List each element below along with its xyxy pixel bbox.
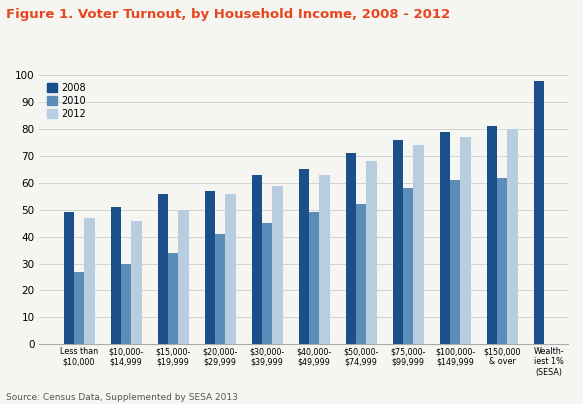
Bar [346, 153, 356, 344]
Text: Figure 1. Voter Turnout, by Household Income, 2008 - 2012: Figure 1. Voter Turnout, by Household In… [6, 8, 450, 21]
Bar [413, 145, 424, 344]
Bar [205, 191, 215, 344]
Bar [74, 271, 84, 344]
Bar [178, 210, 188, 344]
Legend: 2008, 2010, 2012: 2008, 2010, 2012 [44, 80, 89, 122]
Bar [298, 169, 309, 344]
Bar [366, 161, 377, 344]
Bar [215, 234, 225, 344]
Bar [533, 81, 544, 344]
Bar [121, 263, 131, 344]
Bar [309, 213, 319, 344]
Bar [131, 221, 142, 344]
Bar [461, 137, 470, 344]
Bar [251, 175, 262, 344]
Bar [84, 218, 94, 344]
Bar [507, 129, 518, 344]
Bar [403, 188, 413, 344]
Bar [157, 194, 168, 344]
Bar [440, 132, 450, 344]
Text: Source: Census Data, Supplemented by SESA 2013: Source: Census Data, Supplemented by SES… [6, 393, 238, 402]
Bar [262, 223, 272, 344]
Bar [168, 253, 178, 344]
Bar [450, 180, 461, 344]
Bar [272, 185, 283, 344]
Bar [225, 194, 236, 344]
Bar [497, 177, 507, 344]
Bar [111, 207, 121, 344]
Bar [319, 175, 329, 344]
Bar [356, 204, 366, 344]
Bar [392, 140, 403, 344]
Bar [487, 126, 497, 344]
Bar [64, 213, 74, 344]
